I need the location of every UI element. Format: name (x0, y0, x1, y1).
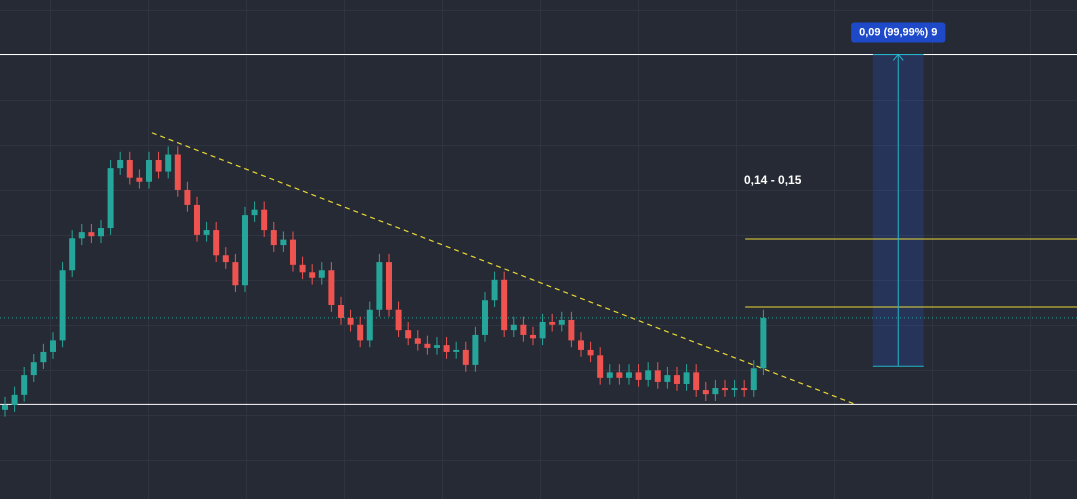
candle-body (501, 279, 508, 331)
candle-body (107, 168, 114, 229)
candle-body (606, 372, 613, 378)
candle-body (328, 270, 335, 305)
candle-body (97, 228, 104, 237)
candle-body (491, 279, 498, 301)
candle-body (472, 334, 479, 365)
candle-body (539, 322, 546, 339)
candle-body (261, 209, 268, 231)
candle-body (78, 232, 85, 239)
candle-body (366, 309, 373, 341)
candle-body (702, 390, 709, 395)
candle-body (30, 362, 37, 376)
candle-body (405, 330, 412, 339)
candle-body (481, 300, 488, 335)
candle-body (443, 345, 450, 352)
measure-label: 0,09 (99,99%) 9 (851, 22, 946, 43)
candle-body (357, 324, 364, 341)
candle-body (683, 372, 690, 384)
candle-body (395, 309, 402, 331)
candle-body (654, 370, 661, 382)
candle-body (721, 388, 728, 391)
candle-body (625, 372, 632, 378)
candle-body (299, 264, 306, 273)
candle-body (280, 239, 287, 246)
candle-body (462, 349, 469, 365)
candle-body (347, 317, 354, 325)
candle-body (549, 322, 556, 325)
candle-body (309, 272, 316, 278)
candle-body (241, 215, 248, 286)
candle-body (117, 159, 124, 169)
candle-body (424, 343, 431, 348)
candle-body (88, 232, 95, 237)
candle-body (136, 177, 143, 182)
candle-body (21, 375, 28, 395)
candle-body (414, 338, 421, 344)
candle-body (664, 375, 671, 382)
annotation: 0,14 - 0,15 (744, 173, 802, 187)
candle-body (433, 345, 440, 348)
candle-body (11, 394, 18, 406)
candle-body (318, 270, 325, 278)
candle-body (731, 388, 738, 391)
candle-body (337, 304, 344, 318)
candle-body (616, 372, 623, 378)
measure-label-text: 0,09 (99,99%) 9 (859, 26, 937, 38)
measure-label-bg (851, 22, 946, 43)
candle-body (597, 355, 604, 378)
candle-body (165, 154, 172, 172)
candle-body (693, 372, 700, 391)
candle-body (1, 405, 8, 410)
candle-body (193, 204, 200, 235)
candle-body (568, 319, 575, 341)
candle-body (385, 262, 392, 310)
candle-body (184, 189, 191, 205)
candle-body (270, 230, 277, 246)
candle-body (59, 270, 66, 341)
candle-body (155, 159, 162, 172)
candle-body (40, 351, 47, 363)
candle-body (520, 324, 527, 335)
candle-body (529, 334, 536, 339)
candle-body (251, 209, 258, 216)
candle-body (635, 372, 642, 380)
candle-body (453, 349, 460, 352)
candle-body (232, 262, 239, 286)
candle-body (203, 230, 210, 235)
candle-body (587, 349, 594, 356)
candle-body (145, 159, 152, 182)
candle-body (558, 319, 565, 325)
candle-body (577, 340, 584, 350)
candle-body (712, 388, 719, 395)
candle-body (741, 388, 748, 391)
candle-body (510, 324, 517, 331)
candle-body (376, 262, 383, 310)
candle-body (213, 230, 220, 256)
candle-body (760, 317, 767, 369)
candle-body (69, 238, 76, 271)
candle-body (49, 340, 56, 352)
measure-arrowhead (892, 53, 904, 61)
candle-body (289, 239, 296, 265)
candle-body (645, 370, 652, 380)
candle-body (174, 154, 181, 190)
candle-body (222, 255, 229, 263)
candle-body (673, 375, 680, 384)
candle-body (750, 368, 757, 391)
candle-body (126, 159, 133, 178)
